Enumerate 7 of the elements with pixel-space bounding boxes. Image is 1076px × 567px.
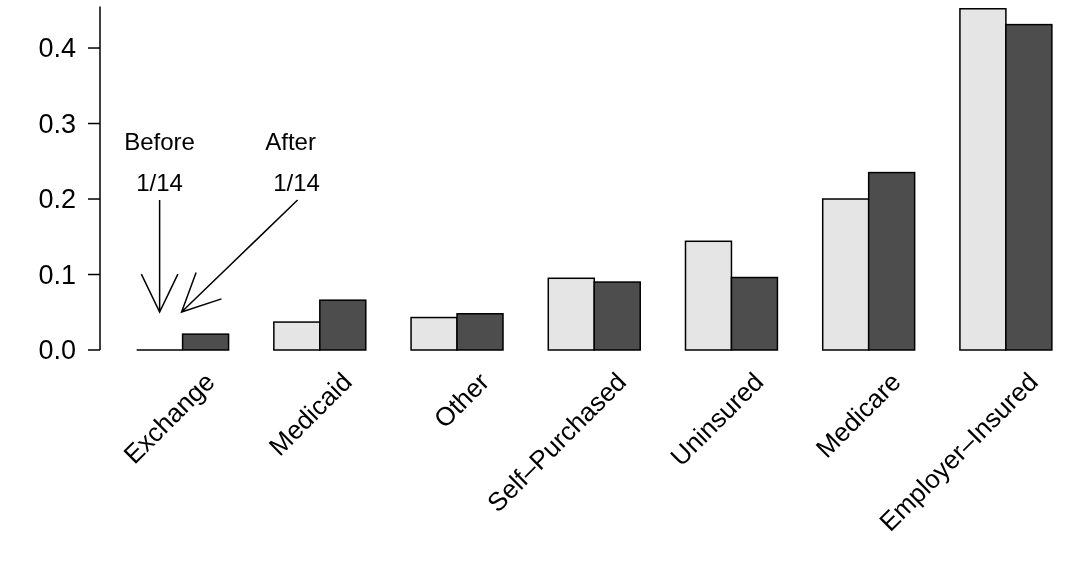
annotation: After 1/14 bbox=[265, 128, 320, 196]
annotation: Before 1/14 bbox=[124, 128, 195, 196]
y-tick-label: 0.4 bbox=[38, 33, 76, 64]
y-tick-label: 0.2 bbox=[38, 184, 76, 215]
y-tick-label: 0.3 bbox=[38, 108, 76, 139]
y-tick-label: 0.1 bbox=[38, 259, 76, 290]
y-tick-label: 0.0 bbox=[38, 335, 76, 365]
